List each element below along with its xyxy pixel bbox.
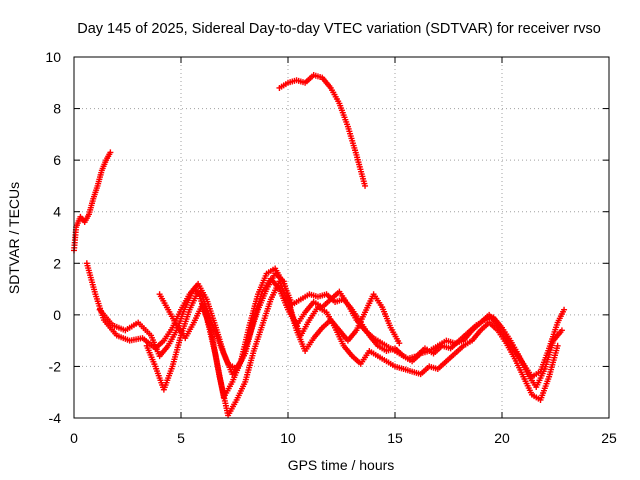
y-tick-label: 0 — [53, 307, 61, 323]
chart-title: Day 145 of 2025, Sidereal Day-to-day VTE… — [77, 21, 601, 37]
y-tick-label: 10 — [45, 49, 61, 65]
y-tick-label: 8 — [53, 101, 61, 117]
x-tick-label: 25 — [601, 430, 617, 446]
y-tick-label: 4 — [53, 204, 61, 220]
data-point — [362, 182, 369, 189]
x-axis-label: GPS time / hours — [288, 457, 395, 473]
data-points — [71, 72, 568, 419]
x-tick-label: 5 — [177, 430, 185, 446]
x-tick-label: 20 — [494, 430, 510, 446]
x-tick-label: 15 — [387, 430, 403, 446]
x-tick-label: 0 — [70, 430, 78, 446]
x-tick-label: 10 — [280, 430, 296, 446]
y-tick-label: 2 — [53, 255, 61, 271]
y-axis-label: SDTVAR / TECUs — [6, 182, 22, 294]
grid — [74, 57, 609, 418]
data-point — [107, 149, 114, 156]
series-early-rise — [71, 149, 114, 254]
y-tick-label: 6 — [53, 152, 61, 168]
y-tick-label: -2 — [49, 358, 62, 374]
plot-frame — [73, 56, 610, 419]
series-high-arc — [276, 72, 369, 189]
x-tick-labels: 0 5 10 15 20 25 — [70, 430, 617, 446]
series-track-b — [96, 275, 565, 391]
series-track-d — [156, 278, 403, 419]
data-point — [558, 327, 565, 334]
axis-ticks — [73, 56, 610, 419]
y-tick-label: -4 — [49, 410, 62, 426]
y-tick-labels: -4 -2 0 2 4 6 8 10 — [45, 49, 61, 426]
data-point — [561, 306, 568, 313]
data-point — [554, 342, 561, 349]
data-point — [396, 340, 403, 347]
